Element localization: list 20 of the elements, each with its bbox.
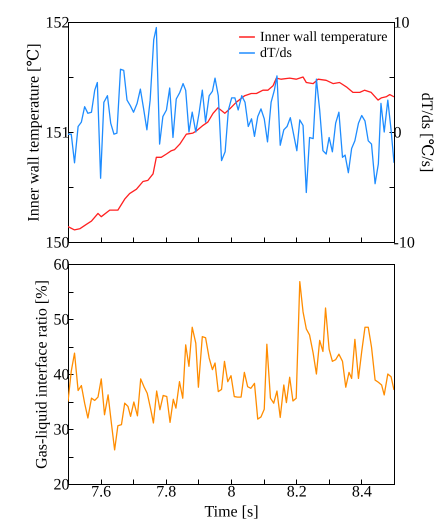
y-axis-title: Gas-liquid interface ratio [%] — [34, 280, 50, 469]
y-tick-label: 151 — [46, 124, 70, 142]
line-series — [68, 76, 394, 231]
x-tick-label: 8.4 — [352, 484, 372, 500]
y2-tick-label: -10 — [394, 234, 415, 252]
y-axis-title: Inner wall temperature [℃] — [26, 43, 42, 222]
x-tick-label: 8.2 — [286, 484, 307, 500]
y-tick-label: 60 — [54, 256, 70, 274]
legend-label: dT/ds — [260, 46, 292, 61]
x-axis-title: Time [s] — [204, 504, 259, 520]
x-tick-label: 7.6 — [91, 484, 112, 500]
y-tick-label: 150 — [46, 234, 70, 252]
y2-axis-title: dT/ds [℃/s] — [418, 92, 435, 172]
y-tick-label: 152 — [46, 14, 70, 32]
line-series — [68, 26, 394, 194]
y2-tick-label: 10 — [394, 14, 410, 32]
x-tick-label: 8 — [228, 484, 236, 500]
legend-label: Inner wall temperature — [260, 30, 388, 45]
line-series — [68, 280, 394, 451]
x-tick-label: 7.8 — [156, 484, 176, 500]
